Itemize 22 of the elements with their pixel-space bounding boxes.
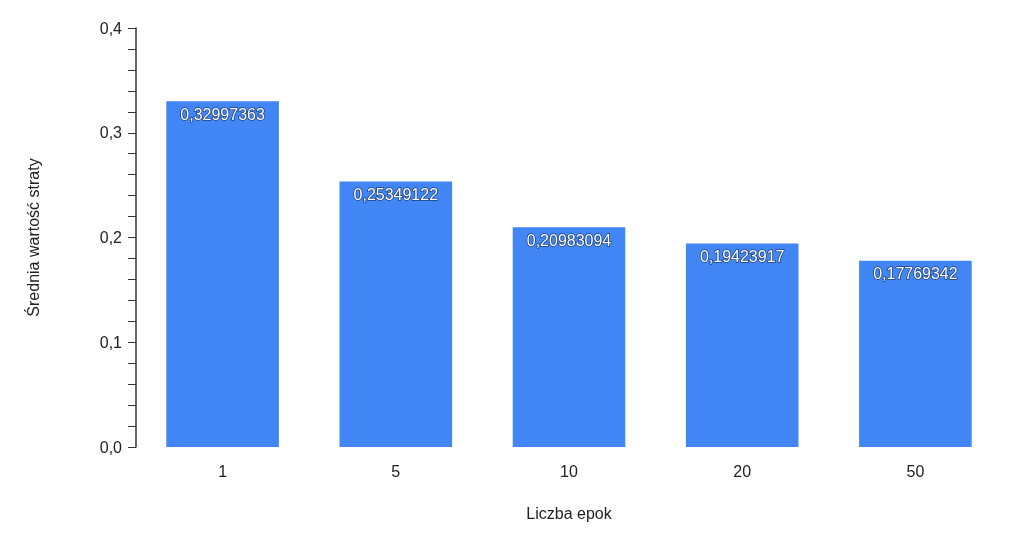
y-tick-label: 0,0: [99, 438, 123, 456]
data-label: 0,32997363: [180, 105, 265, 123]
x-tick-label: 20: [733, 462, 752, 480]
x-axis-title: Liczba epok: [526, 504, 613, 522]
data-label: 0,19423917: [699, 248, 785, 266]
bar: [859, 260, 972, 447]
bar: [512, 227, 626, 447]
data-label: 0,25349122: [353, 185, 439, 203]
x-tick-label: 10: [560, 462, 578, 480]
bar: [166, 101, 279, 447]
y-axis-title: Średnia wartość straty: [23, 158, 42, 317]
data-label: 0,20983094: [526, 231, 612, 249]
y-tick-label: 0,4: [99, 19, 123, 37]
bar: [685, 243, 799, 447]
bar: [339, 181, 453, 447]
x-tick-label: 50: [906, 462, 925, 480]
y-tick-label: 0,2: [99, 229, 123, 246]
y-tick-label: 0,3: [99, 124, 123, 142]
data-label: 0,17769342: [873, 265, 958, 283]
x-tick-label: 1: [218, 462, 228, 480]
y-tick-label: 0,1: [99, 333, 123, 351]
x-tick-label: 5: [391, 462, 401, 480]
